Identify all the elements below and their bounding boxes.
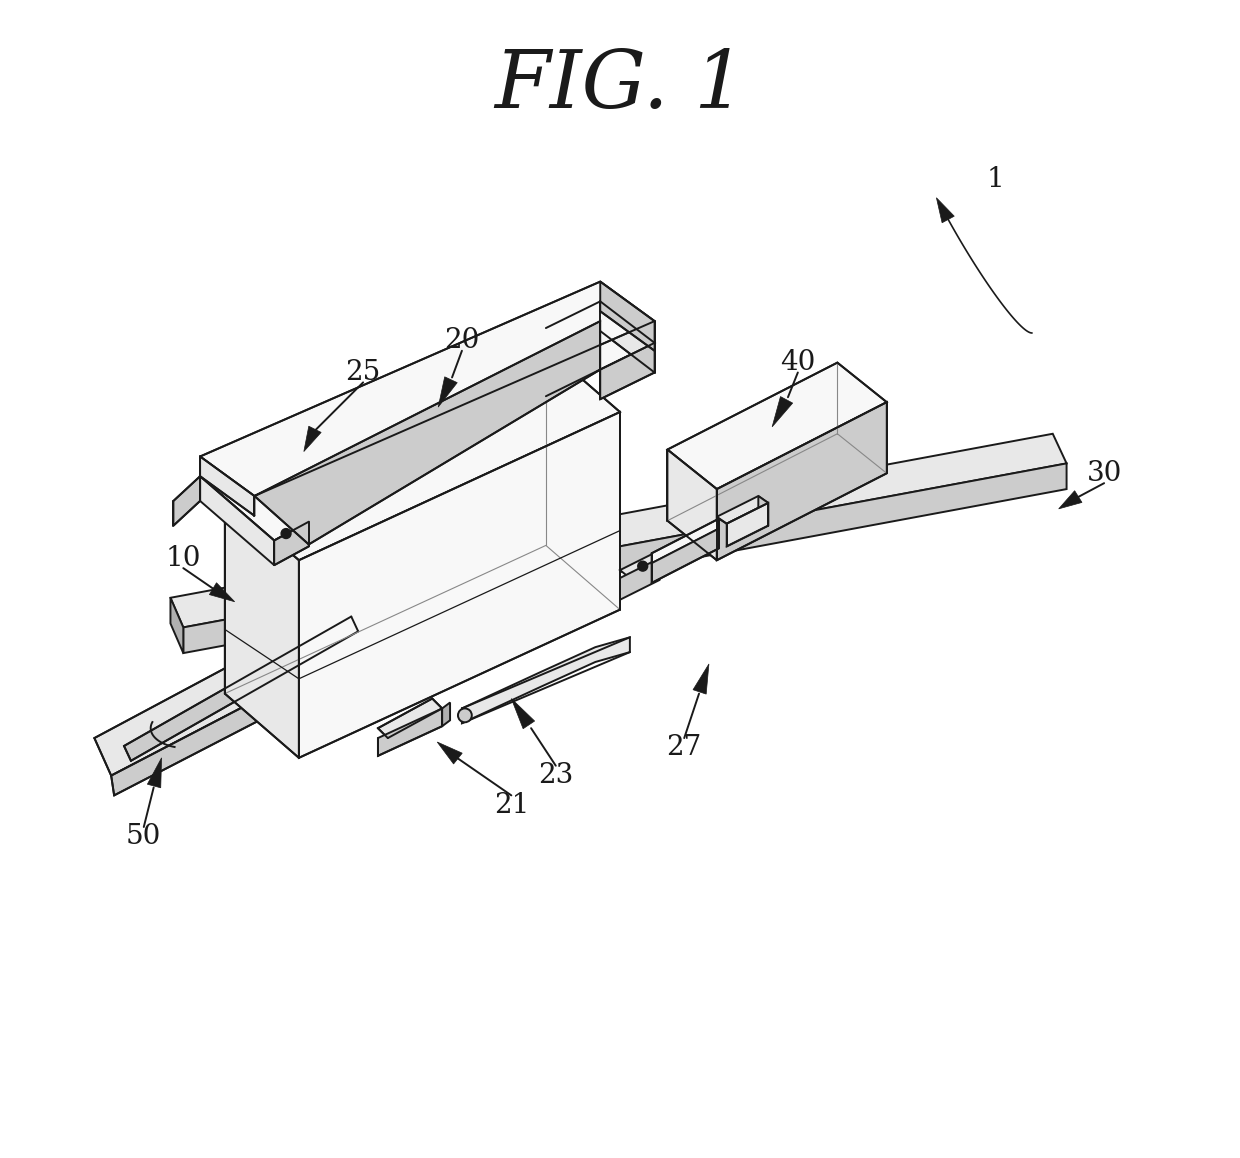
Polygon shape xyxy=(651,528,719,582)
Polygon shape xyxy=(600,301,655,373)
Polygon shape xyxy=(717,402,887,560)
Polygon shape xyxy=(170,434,1066,628)
Polygon shape xyxy=(600,281,655,351)
Polygon shape xyxy=(620,558,660,600)
Polygon shape xyxy=(717,496,769,523)
Polygon shape xyxy=(353,600,378,659)
Polygon shape xyxy=(378,698,443,738)
Circle shape xyxy=(458,709,471,723)
Circle shape xyxy=(637,562,647,571)
Polygon shape xyxy=(254,321,600,544)
Polygon shape xyxy=(112,639,378,796)
Polygon shape xyxy=(200,457,309,541)
Polygon shape xyxy=(438,742,463,764)
Polygon shape xyxy=(200,281,655,496)
Polygon shape xyxy=(224,496,299,757)
Text: 23: 23 xyxy=(538,762,573,789)
Text: 40: 40 xyxy=(780,349,816,376)
Polygon shape xyxy=(378,709,443,756)
Polygon shape xyxy=(94,600,373,776)
Polygon shape xyxy=(511,698,534,728)
Polygon shape xyxy=(1059,491,1083,508)
Polygon shape xyxy=(620,550,670,578)
Polygon shape xyxy=(124,616,358,761)
Polygon shape xyxy=(693,664,709,694)
Text: 30: 30 xyxy=(1086,460,1122,486)
Polygon shape xyxy=(600,343,655,400)
Polygon shape xyxy=(224,347,620,560)
Text: 50: 50 xyxy=(126,823,161,850)
Polygon shape xyxy=(546,301,655,369)
Polygon shape xyxy=(651,519,719,563)
Polygon shape xyxy=(727,503,769,547)
Polygon shape xyxy=(438,376,458,408)
Text: 20: 20 xyxy=(444,328,480,354)
Polygon shape xyxy=(184,463,1066,653)
Text: 1: 1 xyxy=(987,167,1004,193)
Text: FIG. 1: FIG. 1 xyxy=(495,47,745,125)
Text: 10: 10 xyxy=(166,544,201,572)
Polygon shape xyxy=(210,582,234,602)
Polygon shape xyxy=(170,598,184,653)
Polygon shape xyxy=(148,757,161,787)
Polygon shape xyxy=(200,456,254,515)
Circle shape xyxy=(281,528,291,538)
Polygon shape xyxy=(299,412,620,757)
Polygon shape xyxy=(443,703,450,726)
Polygon shape xyxy=(773,396,792,427)
Polygon shape xyxy=(936,198,955,222)
Polygon shape xyxy=(274,522,309,565)
Text: 21: 21 xyxy=(494,792,529,819)
Polygon shape xyxy=(667,362,887,489)
Polygon shape xyxy=(304,426,321,452)
Text: 27: 27 xyxy=(667,734,702,762)
Text: 25: 25 xyxy=(346,359,381,386)
Polygon shape xyxy=(667,449,717,560)
Polygon shape xyxy=(200,476,274,565)
Polygon shape xyxy=(759,496,769,526)
Polygon shape xyxy=(174,476,200,526)
Polygon shape xyxy=(463,637,630,724)
